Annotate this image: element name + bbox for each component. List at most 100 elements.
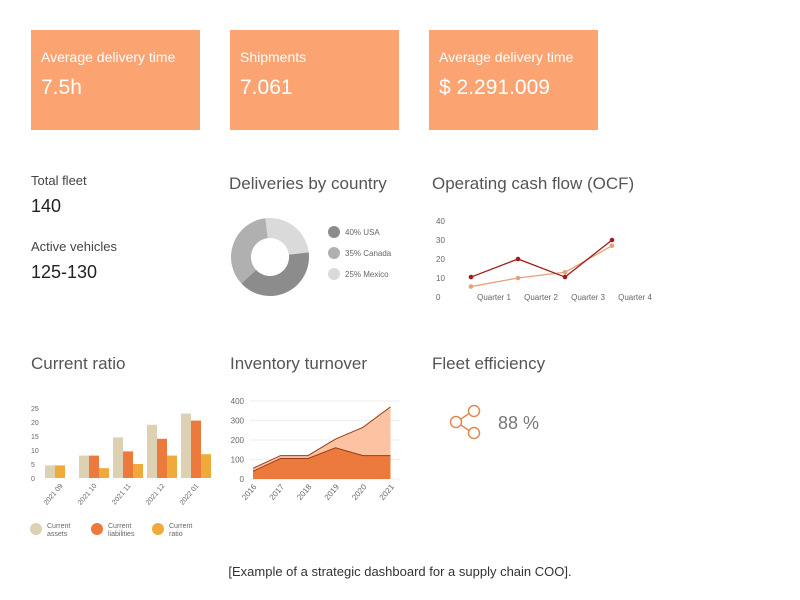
legend-label-line2: ratio: [169, 531, 183, 538]
area-line: [252, 406, 391, 469]
line-title: Operating cash flow (OCF): [432, 174, 635, 193]
kpi-label: Shipments: [240, 49, 307, 65]
bar: [201, 454, 211, 478]
y-tick-label: 200: [231, 436, 245, 445]
data-point: [468, 284, 474, 289]
donut-title: Deliveries by country: [229, 174, 387, 193]
x-tick-label: Quarter 1: [477, 293, 511, 302]
kpi-card-avg-delivery: Average delivery time 7.5h: [31, 30, 200, 130]
active-vehicles-label: Active vehicles: [31, 239, 117, 254]
bar: [123, 451, 133, 478]
line-chart: 0 10 20 30 40 Quarter 1 Quarter 2 Quarter 3 Quar…: [436, 217, 652, 302]
kpi-value: 7.5h: [41, 76, 82, 99]
x-tick-label: 2021 09: [43, 483, 65, 507]
bar-title: Current ratio: [31, 354, 126, 373]
bar: [167, 455, 177, 478]
y-tick-label: 15: [31, 434, 39, 441]
data-point: [562, 274, 568, 280]
kpi-card-shipments: Shipments 7.061: [230, 30, 399, 130]
y-tick-label: 0: [240, 475, 245, 484]
legend-swatch: [30, 523, 42, 535]
kpi-value: $ 2.291.009: [439, 76, 550, 99]
legend-label-line1: Current: [108, 523, 131, 530]
active-vehicles-value: 125-130: [31, 262, 98, 282]
bar: [55, 465, 65, 478]
y-tick-label: 400: [231, 397, 245, 406]
fleet-efficiency-title: Fleet efficiency: [432, 354, 546, 373]
y-tick-label: 10: [436, 274, 445, 283]
legend-label: 40% USA: [345, 228, 380, 237]
data-point: [515, 256, 521, 262]
y-tick-label: 5: [31, 462, 35, 469]
legend-swatch: [328, 268, 340, 280]
legend-label-line2: assets: [47, 531, 68, 538]
legend-label-line1: Current: [47, 523, 70, 530]
legend-swatch: [91, 523, 103, 535]
legend-label-line2: liabilities: [108, 531, 135, 538]
kpi-value: 7.061: [240, 76, 293, 99]
x-tick-label: 2019: [323, 482, 342, 502]
x-tick-label: 2021: [378, 482, 397, 502]
x-tick-label: 2018: [295, 482, 314, 502]
legend-swatch: [152, 523, 164, 535]
kpi-card-revenue: Average delivery time $ 2.291.009: [429, 30, 598, 130]
y-tick-label: 300: [231, 417, 245, 426]
x-tick-label: 2021 12: [145, 483, 167, 507]
series-line: [470, 245, 613, 288]
x-tick-label: Quarter 3: [571, 293, 605, 302]
share-icon: [449, 404, 481, 440]
bar-chart: 0 5 10 15 20 25 2021 09 2021 10 2021 11 2021 12 20…: [30, 406, 211, 538]
kpi-label: Average delivery time: [439, 49, 574, 65]
donut-chart: 40% USA 35% Canada 25% Mexico: [231, 218, 392, 296]
donut-slice: [231, 218, 268, 284]
bar: [181, 413, 191, 478]
area-title: Inventory turnover: [230, 354, 368, 373]
area-chart: 0 100 200 300 400 2016 2017 2018 2019 2020 2021: [231, 397, 400, 502]
y-tick-label: 40: [436, 217, 445, 226]
bar: [147, 424, 157, 478]
bar: [79, 455, 89, 478]
x-tick-label: 2021 11: [111, 483, 132, 507]
series-line: [470, 239, 613, 278]
x-tick-label: 2021 10: [77, 483, 99, 507]
y-tick-label: 0: [31, 476, 35, 483]
legend-swatch: [328, 247, 340, 259]
data-point: [609, 243, 615, 248]
total-fleet-label: Total fleet: [31, 173, 87, 188]
bar: [45, 465, 55, 478]
caption: [Example of a strategic dashboard for a …: [228, 564, 572, 579]
bar: [113, 437, 123, 478]
y-tick-label: 20: [31, 420, 39, 427]
y-tick-label: 10: [31, 448, 39, 455]
y-tick-label: 20: [436, 255, 445, 264]
y-tick-label: 30: [436, 236, 445, 245]
data-point: [609, 237, 615, 243]
y-tick-label: 0: [436, 293, 441, 302]
legend-label-line1: Current: [169, 523, 192, 530]
legend-label: 35% Canada: [345, 249, 392, 258]
donut-slice: [241, 252, 309, 296]
kpi-label: Average delivery time: [41, 49, 176, 65]
data-point: [468, 274, 474, 280]
legend-label: 25% Mexico: [345, 270, 389, 279]
x-tick-label: 2017: [268, 482, 287, 502]
area-line: [252, 447, 391, 472]
y-tick-label: 25: [31, 406, 39, 413]
bar: [99, 468, 109, 478]
donut-slice: [265, 218, 309, 255]
fleet-efficiency-value: 88 %: [498, 413, 540, 433]
bar: [191, 420, 201, 478]
bar: [89, 455, 99, 478]
x-tick-label: Quarter 2: [524, 293, 558, 302]
bar: [133, 464, 143, 478]
data-point: [515, 275, 521, 281]
data-point: [562, 270, 568, 275]
x-tick-label: 2020: [350, 482, 369, 502]
bar: [157, 438, 167, 478]
area-fill: [253, 447, 391, 479]
x-tick-label: 2016: [240, 482, 259, 502]
legend-swatch: [328, 226, 340, 238]
x-tick-label: 2022 01: [179, 483, 201, 507]
x-tick-label: Quarter 4: [618, 293, 652, 302]
total-fleet-value: 140: [31, 196, 62, 216]
